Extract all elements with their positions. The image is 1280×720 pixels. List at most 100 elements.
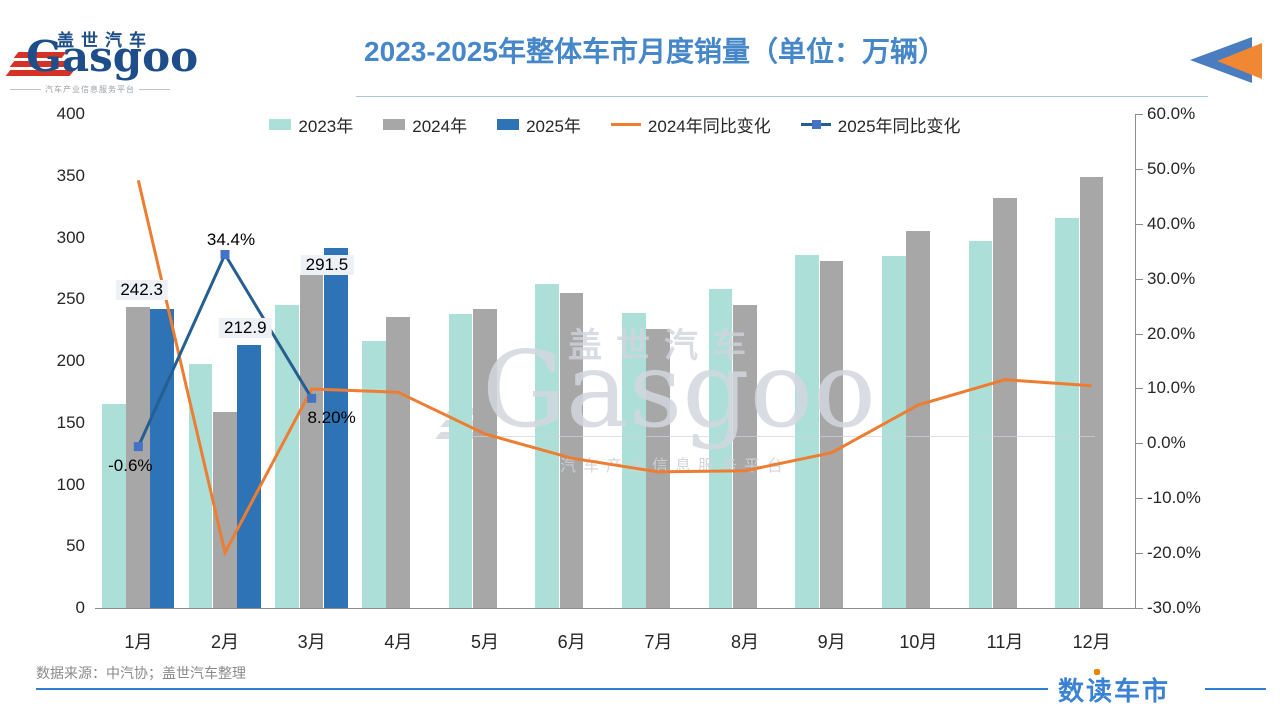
data-source-note: 数据来源：中汽协；盖世汽车整理 — [36, 665, 246, 681]
bar-2025年-1月 — [150, 308, 175, 608]
left-axis-tick-label: 400 — [56, 104, 85, 123]
legend-line-icon — [610, 119, 641, 130]
shudu-cheshi-brand: 数读车市 — [1058, 676, 1171, 706]
right-axis-tick-label: -20.0% — [1147, 543, 1201, 563]
right-axis-tickmark — [1135, 223, 1143, 225]
x-axis-month-label: 5月 — [470, 632, 500, 652]
right-axis-tickmark — [1135, 498, 1143, 500]
x-axis-month-label: 6月 — [557, 632, 586, 652]
bar-2024年-5月 — [472, 308, 497, 608]
right-axis-tick-label: 60.0% — [1147, 104, 1196, 123]
legend-item-2023年[interactable]: 2023年 — [269, 112, 353, 137]
bar-2023年-5月 — [448, 313, 473, 608]
bar-2024年-4月 — [386, 316, 410, 608]
rewind-triangle-orange-icon — [1217, 43, 1262, 79]
bar-2023年-3月 — [275, 305, 299, 608]
legend-item-2025年同比变化[interactable]: 2025年同比变化 — [800, 112, 961, 137]
right-axis-tick-label: 0.0% — [1147, 433, 1186, 453]
bar-value-label: 212.9 — [219, 318, 272, 339]
legend-label: 2023年 — [298, 116, 354, 136]
legend-label: 2025年同比变化 — [837, 116, 961, 136]
x-axis-month-label: 10月 — [899, 632, 938, 652]
legend-item-2024年[interactable]: 2024年 — [383, 112, 467, 137]
bar-2024年-11月 — [992, 198, 1017, 608]
right-axis-tick-label: 20.0% — [1147, 323, 1196, 343]
tagline-dash — [10, 89, 41, 90]
bar-2023年-7月 — [621, 313, 646, 608]
x-axis-month-label: 8月 — [730, 632, 760, 652]
right-axis-tick-label: 50.0% — [1147, 158, 1196, 178]
right-axis-tick-label: 40.0% — [1147, 213, 1196, 233]
bar-2023年-9月 — [795, 255, 819, 608]
x-axis-baseline — [95, 608, 1135, 609]
right-axis-tickmark — [1135, 608, 1143, 609]
yoy-value-label: 8.20% — [307, 408, 356, 428]
x-axis-month-label: 9月 — [817, 632, 846, 652]
page-title: 2023-2025年整体车市月度销量（单位：万辆） — [364, 36, 946, 67]
legend-marker-icon — [811, 119, 821, 129]
brand-accent-dot-icon — [1094, 669, 1100, 675]
x-axis-month-label: 2月 — [210, 632, 240, 652]
right-axis-tickmark — [1135, 114, 1143, 115]
bar-value-label: 291.5 — [300, 254, 354, 275]
right-axis-tickmark — [1135, 278, 1143, 280]
title-underline — [356, 96, 1208, 97]
legend-line-icon — [800, 119, 831, 130]
bar-2023年-12月 — [1055, 218, 1079, 608]
left-axis-tick-label: 250 — [56, 289, 85, 309]
right-axis-tickmark — [1135, 333, 1143, 335]
bar-2023年-8月 — [708, 289, 733, 608]
bar-2023年-10月 — [881, 255, 906, 608]
right-axis-tick-label: 10.0% — [1147, 378, 1196, 398]
marker-2025年同比变化-2月 — [220, 250, 230, 260]
logo-chinese-name: 盖世汽车 — [57, 31, 153, 50]
logo-english-name: Gasgoo — [26, 32, 199, 81]
left-axis-tick-label: 50 — [66, 536, 85, 556]
left-axis-tick-label: 100 — [56, 474, 85, 494]
legend-item-2025年[interactable]: 2025年 — [497, 112, 581, 137]
left-axis-tick-label: 150 — [56, 412, 85, 432]
bar-2023年-4月 — [361, 341, 386, 608]
x-axis-month-label: 3月 — [297, 632, 326, 652]
right-axis-tickmark — [1135, 388, 1143, 390]
legend-label: 2024年同比变化 — [647, 116, 771, 136]
chart-legend: 2023年 2024年 2025年 2024年同比变化 2025年同比变化 — [95, 110, 1135, 138]
bar-2024年-3月 — [299, 275, 324, 608]
right-axis-tickmark — [1135, 553, 1143, 555]
bar-2024年-7月 — [646, 328, 670, 608]
bar-2024年-12月 — [1079, 177, 1104, 608]
bar-2024年-10月 — [906, 230, 930, 608]
legend-swatch-icon — [383, 118, 406, 130]
right-axis-tick-label: -30.0% — [1147, 598, 1201, 617]
legend-swatch-icon — [497, 118, 520, 130]
x-axis-month-label: 1月 — [124, 632, 153, 652]
left-axis-tick-label: 0 — [75, 598, 85, 617]
bar-2025年-2月 — [237, 345, 261, 608]
legend-label: 2025年 — [526, 116, 581, 136]
bar-2023年-2月 — [188, 363, 213, 608]
logo-tagline-text: 汽车产业信息服务平台 — [45, 85, 135, 94]
x-axis-month-label: 4月 — [384, 632, 413, 652]
legend-label: 2024年 — [412, 116, 468, 136]
yoy-value-label: 34.4% — [206, 229, 256, 249]
x-axis-month-label: 12月 — [1072, 632, 1111, 652]
right-axis-tickmark — [1135, 168, 1143, 170]
bar-2023年-1月 — [101, 404, 126, 608]
yoy-value-label: -0.6% — [108, 455, 153, 475]
bar-2024年-6月 — [559, 292, 584, 608]
bar-value-label: 242.3 — [115, 279, 168, 300]
bar-2024年-9月 — [819, 261, 844, 608]
left-axis-tick-label: 300 — [56, 227, 85, 247]
bar-2024年-8月 — [732, 305, 757, 608]
right-axis-tick-label: 30.0% — [1147, 268, 1196, 288]
left-axis-tick-label: 200 — [56, 351, 85, 370]
bar-2023年-11月 — [968, 240, 993, 608]
x-axis-month-label: 11月 — [986, 632, 1024, 652]
left-axis-tick-label: 350 — [56, 165, 85, 185]
footer-rule-right — [1205, 688, 1266, 690]
legend-item-2024年同比变化[interactable]: 2024年同比变化 — [610, 112, 771, 137]
right-axis-tick-label: -10.0% — [1147, 488, 1201, 508]
tagline-dash — [139, 89, 170, 90]
right-axis-line — [1135, 114, 1136, 609]
